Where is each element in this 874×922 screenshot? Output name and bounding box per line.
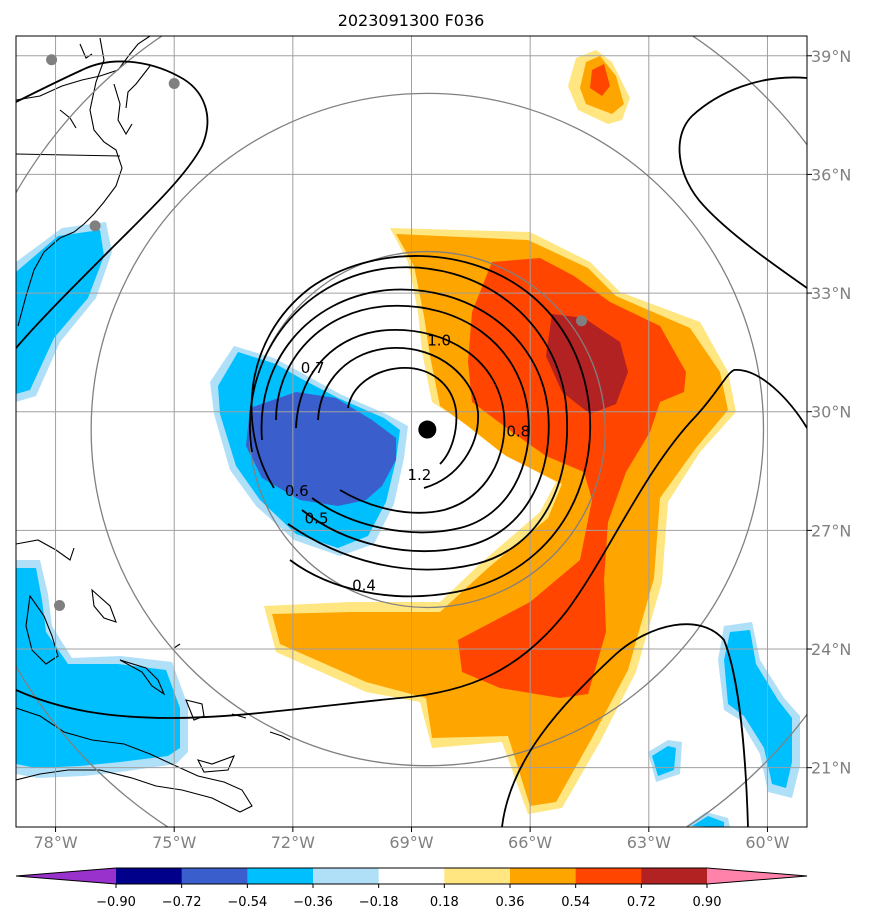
colorbar-tick-label: −0.36 — [293, 895, 333, 910]
longitude-axis: 78°W 75°W 72°W 69°W 66°W 63°W 60°W — [33, 827, 790, 852]
contour-label: 0.6 — [285, 482, 309, 500]
lon-tick-label: 63°W — [627, 833, 671, 852]
contour-label: 1.2 — [407, 466, 431, 484]
station-dot — [46, 54, 58, 66]
contour-labels: 1.0 0.7 0.8 1.2 0.6 0.5 0.4 — [285, 332, 530, 595]
colorbar-tick-label: 0.54 — [561, 895, 590, 910]
lon-tick-label: 75°W — [152, 833, 196, 852]
latitude-axis: 39°N 36°N 33°N 30°N 27°N 24°N 21°N — [807, 47, 851, 778]
lon-tick-label: 72°W — [271, 833, 315, 852]
map-title: 2023091300 F036 — [338, 11, 485, 30]
colorbar-segment — [378, 868, 445, 884]
colorbar-segment — [313, 868, 380, 884]
colorbar-segment — [641, 868, 708, 884]
lat-tick-label: 36°N — [811, 165, 851, 184]
colorbar-min-arrow — [16, 868, 116, 884]
station-dots — [46, 54, 588, 612]
lon-tick-label: 69°W — [389, 833, 433, 852]
colorbar-max-arrow — [707, 868, 807, 884]
contour-label: 0.8 — [506, 423, 530, 441]
colorbar-tick-label: −0.18 — [359, 895, 399, 910]
colorbar-segment — [510, 868, 577, 884]
lat-tick-label: 30°N — [811, 403, 851, 422]
lon-tick-label: 66°W — [508, 833, 552, 852]
station-dot — [54, 600, 66, 612]
lat-tick-label: 39°N — [811, 47, 851, 66]
lat-tick-label: 33°N — [811, 284, 851, 303]
height-contours — [16, 60, 807, 827]
colorbar: −0.90 −0.72 −0.54 −0.36 −0.18 0.18 0.36 0.54 0.7… — [15, 867, 808, 910]
lon-tick-label: 78°W — [33, 833, 77, 852]
range-ring — [90, 92, 765, 767]
colorbar-tick-label: 0.72 — [627, 895, 656, 910]
colorbar-tick-label: 0.36 — [496, 895, 525, 910]
positive-anomaly-shading — [264, 50, 736, 814]
colorbar-tick-label: −0.72 — [162, 895, 202, 910]
colorbar-segment — [575, 868, 642, 884]
lon-tick-label: 60°W — [745, 833, 789, 852]
station-dot — [168, 77, 180, 89]
contour-label: 0.7 — [301, 359, 325, 377]
coastlines — [16, 36, 291, 813]
colorbar-tick-label: 0.18 — [430, 895, 459, 910]
storm-center-marker — [418, 420, 437, 439]
gridlines — [16, 36, 807, 827]
colorbar-segment — [181, 868, 248, 884]
lat-tick-label: 21°N — [811, 759, 851, 778]
colorbar-tick-label: −0.54 — [227, 895, 267, 910]
contour-label: 1.0 — [427, 332, 451, 350]
station-dot — [89, 220, 101, 232]
station-dot — [576, 315, 588, 327]
colorbar-segment — [247, 868, 314, 884]
lat-tick-label: 24°N — [811, 640, 851, 659]
lat-tick-label: 27°N — [811, 521, 851, 540]
colorbar-tick-label: −0.90 — [96, 895, 136, 910]
contour-label: 0.4 — [352, 577, 376, 595]
colorbar-segment — [116, 868, 183, 884]
contour-label: 0.5 — [305, 510, 329, 528]
colorbar-tick-label: 0.90 — [693, 895, 722, 910]
colorbar-segment — [444, 868, 511, 884]
